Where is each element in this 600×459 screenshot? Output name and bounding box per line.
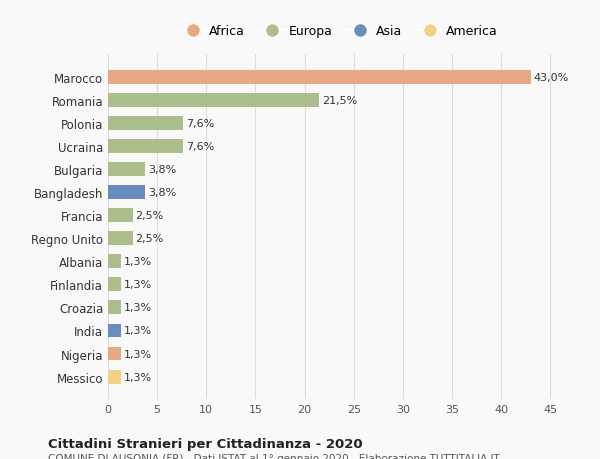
Text: 3,8%: 3,8% bbox=[148, 188, 176, 198]
Bar bbox=[108, 278, 121, 291]
Text: 2,5%: 2,5% bbox=[136, 234, 164, 244]
Text: 2,5%: 2,5% bbox=[136, 211, 164, 221]
Text: 1,3%: 1,3% bbox=[124, 326, 152, 336]
Bar bbox=[108, 255, 121, 269]
Bar bbox=[108, 71, 530, 84]
Text: 43,0%: 43,0% bbox=[533, 73, 569, 83]
Bar bbox=[108, 163, 145, 177]
Bar bbox=[108, 232, 133, 246]
Text: 1,3%: 1,3% bbox=[124, 349, 152, 359]
Bar bbox=[108, 301, 121, 315]
Text: 1,3%: 1,3% bbox=[124, 257, 152, 267]
Bar bbox=[108, 94, 319, 107]
Text: 1,3%: 1,3% bbox=[124, 280, 152, 290]
Text: Cittadini Stranieri per Cittadinanza - 2020: Cittadini Stranieri per Cittadinanza - 2… bbox=[48, 437, 362, 450]
Bar bbox=[108, 324, 121, 338]
Text: 7,6%: 7,6% bbox=[185, 119, 214, 129]
Legend: Africa, Europa, Asia, America: Africa, Europa, Asia, America bbox=[175, 20, 503, 43]
Bar bbox=[108, 117, 183, 130]
Text: COMUNE DI AUSONIA (FR) - Dati ISTAT al 1° gennaio 2020 - Elaborazione TUTTITALIA: COMUNE DI AUSONIA (FR) - Dati ISTAT al 1… bbox=[48, 453, 500, 459]
Bar bbox=[108, 140, 183, 154]
Text: 21,5%: 21,5% bbox=[322, 95, 358, 106]
Bar bbox=[108, 370, 121, 384]
Text: 1,3%: 1,3% bbox=[124, 372, 152, 382]
Text: 3,8%: 3,8% bbox=[148, 165, 176, 175]
Text: 7,6%: 7,6% bbox=[185, 142, 214, 151]
Text: 1,3%: 1,3% bbox=[124, 303, 152, 313]
Bar bbox=[108, 347, 121, 361]
Bar bbox=[108, 209, 133, 223]
Bar bbox=[108, 186, 145, 200]
